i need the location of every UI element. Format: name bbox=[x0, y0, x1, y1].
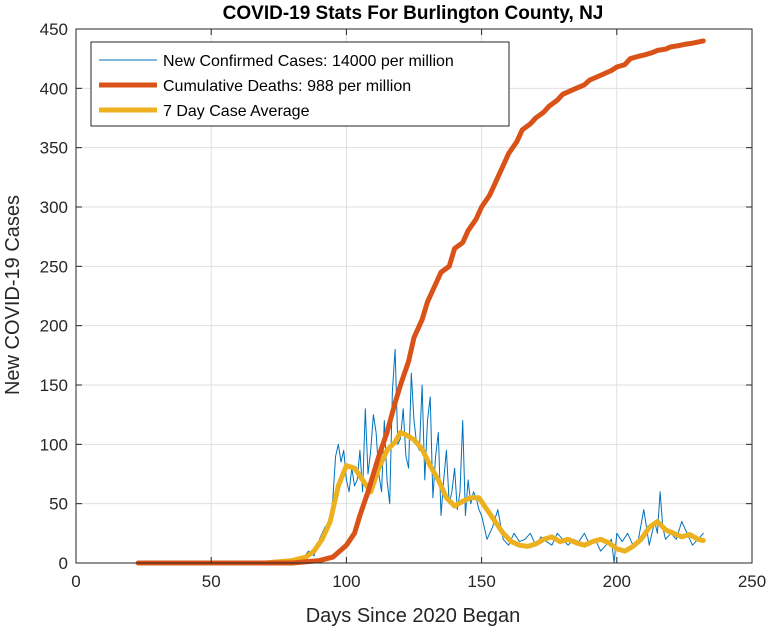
x-tick-label: 0 bbox=[71, 572, 80, 591]
legend-entry-seven-day-average-label: 7 Day Case Average bbox=[163, 103, 310, 120]
y-tick-label: 200 bbox=[40, 317, 68, 336]
y-tick-label: 50 bbox=[49, 495, 68, 514]
cumulative-deaths-line bbox=[135, 38, 706, 566]
chart-title: COVID-19 Stats For Burlington County, NJ bbox=[223, 3, 604, 24]
legend-entries: New Confirmed Cases: 14000 per million Cu… bbox=[99, 53, 454, 120]
legend-box bbox=[90, 41, 510, 127]
y-tick-label: 150 bbox=[40, 376, 68, 395]
x-tick-label: 100 bbox=[332, 572, 360, 591]
legend-entry-cumulative-deaths-label: Cumulative Deaths: 988 per million bbox=[163, 78, 411, 95]
y-tick-label: 350 bbox=[40, 139, 68, 158]
y-tick-label: 100 bbox=[40, 435, 68, 454]
y-tick-label: 0 bbox=[59, 554, 68, 573]
y-tick-label: 400 bbox=[40, 79, 68, 98]
tick-labels: 0 50 100 150 200 250 0 50 100 150 200 250 300 350 400 4… bbox=[40, 20, 767, 591]
y-tick-label: 450 bbox=[40, 20, 68, 39]
legend-entry-new-cases-label: New Confirmed Cases: 14000 per million bbox=[163, 53, 454, 70]
x-tick-label: 150 bbox=[467, 572, 495, 591]
x-tick-label: 50 bbox=[202, 572, 221, 591]
seven-day-average-line bbox=[135, 430, 706, 566]
legend: New Confirmed Cases: 14000 per million Cu… bbox=[90, 41, 510, 127]
axes-box bbox=[75, 28, 753, 564]
ticks bbox=[75, 28, 753, 564]
y-tick-label: 300 bbox=[40, 198, 68, 217]
x-axis-label: Days Since 2020 Began bbox=[306, 605, 521, 627]
x-tick-label: 250 bbox=[738, 572, 766, 591]
x-tick-label: 200 bbox=[603, 572, 631, 591]
y-tick-label: 250 bbox=[40, 257, 68, 276]
y-axis-label: New COVID-19 Cases bbox=[2, 195, 24, 395]
series-group bbox=[135, 38, 706, 566]
